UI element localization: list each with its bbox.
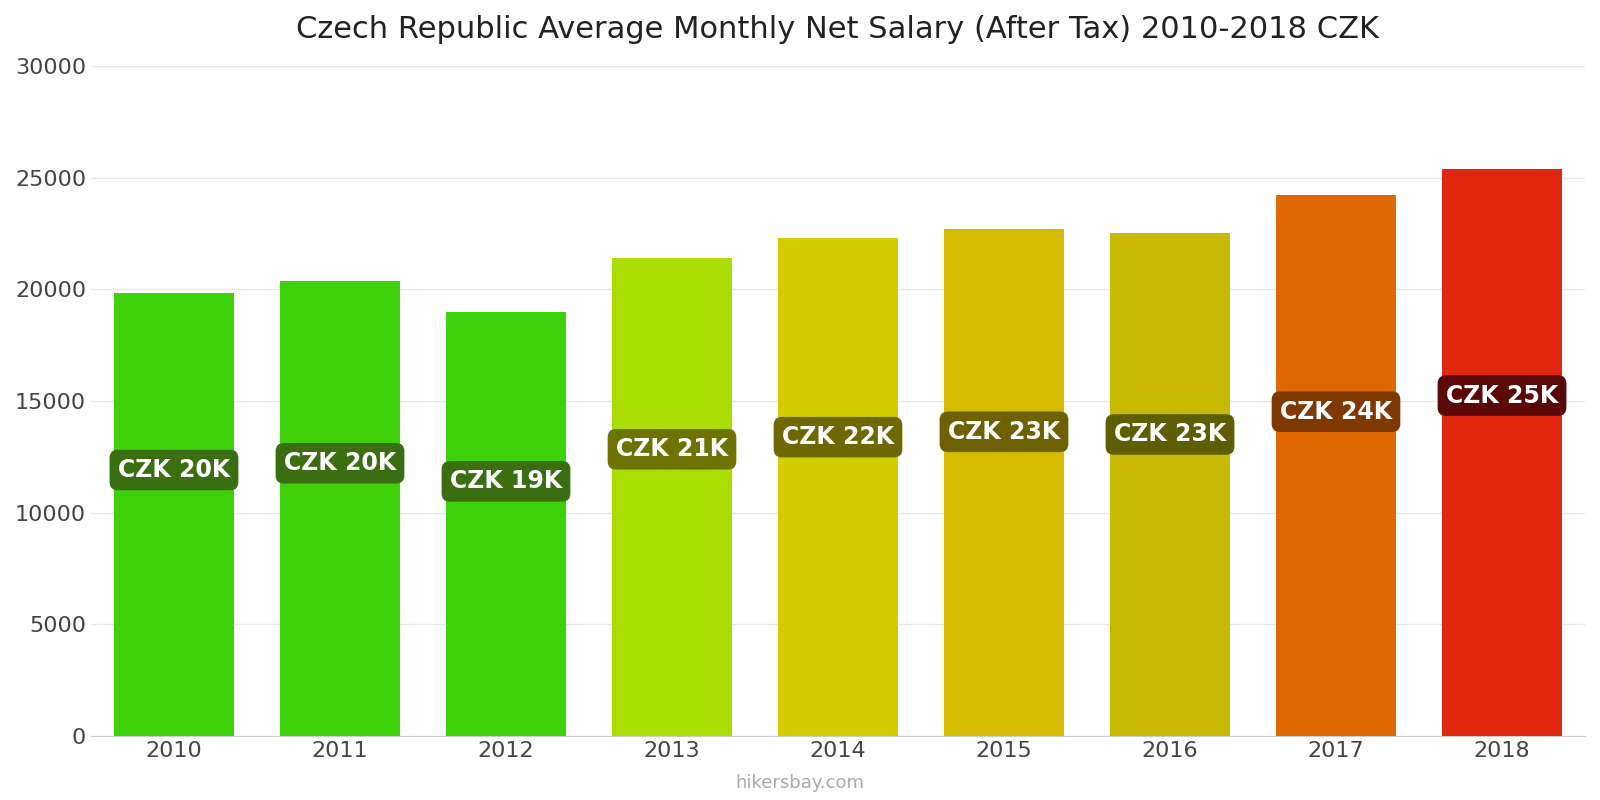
Text: CZK 23K: CZK 23K (1114, 422, 1226, 446)
Text: CZK 20K: CZK 20K (118, 458, 230, 482)
Text: CZK 25K: CZK 25K (1446, 383, 1558, 407)
Text: CZK 20K: CZK 20K (283, 451, 397, 475)
Bar (114, 293, 234, 736)
Text: CZK 21K: CZK 21K (616, 438, 728, 462)
Text: CZK 24K: CZK 24K (1280, 400, 1392, 424)
Bar (1442, 169, 1562, 736)
Text: CZK 23K: CZK 23K (947, 420, 1061, 444)
Bar (280, 282, 400, 736)
Text: CZK 22K: CZK 22K (782, 425, 894, 449)
Bar (613, 258, 731, 736)
Bar (778, 238, 898, 736)
Bar (944, 229, 1064, 736)
Title: Czech Republic Average Monthly Net Salary (After Tax) 2010-2018 CZK: Czech Republic Average Monthly Net Salar… (296, 15, 1379, 44)
Bar (1277, 195, 1395, 736)
Bar (1110, 234, 1230, 736)
Bar (446, 311, 566, 736)
Text: CZK 19K: CZK 19K (450, 470, 562, 494)
Text: hikersbay.com: hikersbay.com (736, 774, 864, 792)
